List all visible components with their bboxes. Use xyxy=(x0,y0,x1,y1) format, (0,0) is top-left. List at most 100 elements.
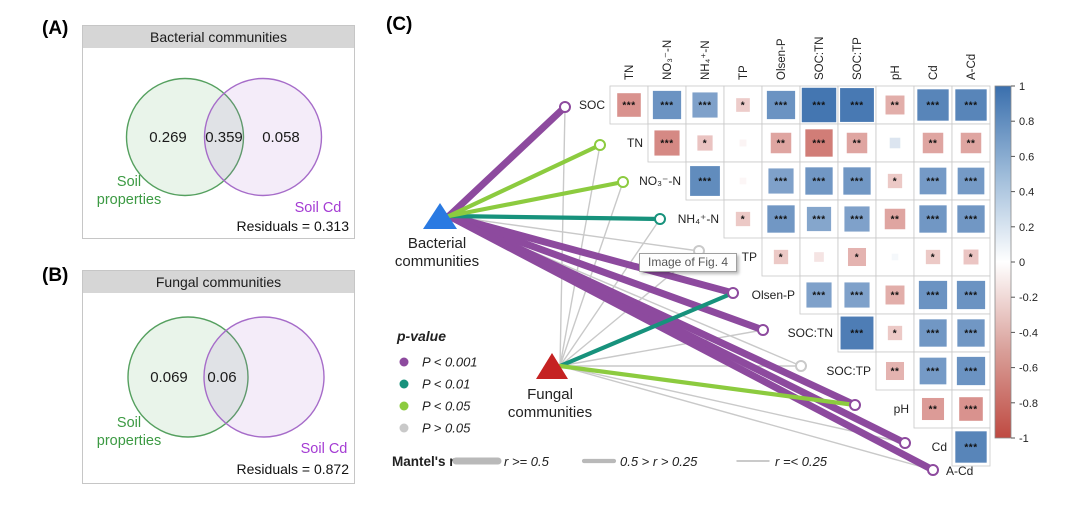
significance-stars: *** xyxy=(812,139,825,150)
heatmap-cell-value xyxy=(957,319,985,347)
significance-stars: *** xyxy=(964,329,977,340)
heatmap-cell-value xyxy=(806,206,832,232)
col-header: SOC:TN xyxy=(814,37,826,80)
mantel-heatmap-figure: *** *** *** * *** *** *** ** *** ****** * ** *** ** **… xyxy=(392,37,1038,478)
significance-stars: *** xyxy=(812,215,825,226)
significance-stars: ** xyxy=(891,101,900,112)
heatmap-cell-value xyxy=(690,166,720,196)
col-header: TN xyxy=(624,65,636,80)
variable-node xyxy=(727,287,739,299)
mantel-edge xyxy=(557,290,736,369)
mantel-legend-label: 0.5 > r > 0.25 xyxy=(620,454,698,469)
col-header: Cd xyxy=(928,65,940,80)
venn-circle-soil-cd xyxy=(203,77,323,197)
row-label: Olsen-P xyxy=(752,288,795,302)
significance-stars: *** xyxy=(660,101,673,112)
significance-stars: *** xyxy=(812,101,825,112)
heatmap-cell-value xyxy=(801,87,837,123)
heatmap-cell-value xyxy=(956,356,986,386)
mantel-edge xyxy=(448,215,700,252)
col-header: pH xyxy=(890,65,902,80)
venn-circle-soil-properties xyxy=(125,77,245,197)
significance-stars: ** xyxy=(891,367,900,378)
significance-stars: *** xyxy=(774,215,787,226)
soil-cd-label: Soil Cd xyxy=(301,441,348,457)
significance-stars: *** xyxy=(850,329,863,340)
heatmap-cell-value xyxy=(955,89,987,121)
significance-stars: * xyxy=(893,177,897,188)
row-label: SOC:TP xyxy=(826,364,871,378)
colorbar-tick-label: -0.2 xyxy=(1019,292,1038,304)
significance-stars: *** xyxy=(850,177,863,188)
significance-stars: * xyxy=(855,253,859,264)
significance-stars: ** xyxy=(777,139,786,150)
mantel-edge xyxy=(446,213,663,222)
significance-stars: *** xyxy=(926,101,939,112)
heatmap-cell-value xyxy=(840,88,874,122)
heatmap-cell-value xyxy=(919,357,947,385)
colorbar-tick-label: 0.6 xyxy=(1019,151,1034,163)
heatmap-cell-value xyxy=(773,249,789,265)
variable-node xyxy=(795,360,807,372)
panel-b-title: Fungal communities xyxy=(83,271,354,293)
significance-stars: *** xyxy=(774,177,787,188)
significance-stars: *** xyxy=(964,291,977,302)
mantel-edge xyxy=(559,106,566,367)
heatmap-cell-value xyxy=(805,129,833,157)
heatmap-cell-value xyxy=(887,173,903,189)
colorbar-tick-label: 0.4 xyxy=(1019,187,1034,199)
significance-stars: * xyxy=(703,139,707,150)
colorbar-tick-label: -0.8 xyxy=(1019,398,1038,410)
venn-overlap-value: 0.359 xyxy=(205,129,243,146)
venn-overlap-value: 0.06 xyxy=(207,369,236,386)
row-label: Cd xyxy=(932,440,947,454)
soil-properties-label: properties xyxy=(97,192,161,208)
heatmap-cell-value xyxy=(847,247,867,267)
significance-stars: *** xyxy=(926,215,939,226)
variable-node xyxy=(594,139,606,151)
heatmap-cell-value xyxy=(919,205,947,233)
row-label: pH xyxy=(894,402,909,416)
significance-stars: ** xyxy=(891,291,900,302)
heatmap-cell-value xyxy=(885,285,905,305)
heatmap-cell-value xyxy=(918,280,948,310)
soil-cd-label: Soil Cd xyxy=(295,200,342,216)
row-label: NH₄⁺-N xyxy=(678,212,719,226)
heatmap-cell-value xyxy=(767,205,795,233)
heatmap-cell-value xyxy=(806,282,832,308)
bacterial-label: Bacterial xyxy=(408,235,466,252)
col-header: Olsen-P xyxy=(776,38,788,80)
significance-stars: *** xyxy=(774,101,787,112)
heatmap-cell-value xyxy=(885,361,905,381)
panel-b-tag: (B) xyxy=(42,265,69,286)
significance-stars: ** xyxy=(967,139,976,150)
venn-left-value: 0.069 xyxy=(150,369,188,386)
heatmap-cell-value xyxy=(889,137,901,149)
heatmap-cell-value xyxy=(957,205,985,233)
mantel-edge xyxy=(445,103,569,220)
panel-b-box: Fungal communities 0.069 0.06 Soil prope… xyxy=(82,270,355,484)
significance-stars: *** xyxy=(698,177,711,188)
significance-stars: *** xyxy=(964,367,977,378)
significance-stars: ** xyxy=(929,405,938,416)
bacterial-label: communities xyxy=(395,253,479,270)
heatmap-cell-value xyxy=(922,132,944,154)
significance-stars: * xyxy=(893,329,897,340)
significance-stars: *** xyxy=(964,443,977,454)
heatmap-cell-value xyxy=(917,89,949,121)
heatmap-cell xyxy=(837,199,877,239)
mantel-edge xyxy=(446,179,626,219)
significance-stars: *** xyxy=(698,101,711,112)
fungal-label: communities xyxy=(508,404,592,421)
significance-stars: *** xyxy=(850,101,863,112)
heatmap-cell-value xyxy=(921,397,945,421)
significance-stars: *** xyxy=(964,215,977,226)
p-value-legend-label: P > 0.05 xyxy=(422,421,471,436)
soil-properties-label: properties xyxy=(97,433,161,449)
significance-stars: *** xyxy=(964,101,977,112)
heatmap-cell-value xyxy=(959,397,983,421)
mantel-legend-title: Mantel's r xyxy=(392,454,455,469)
significance-stars: * xyxy=(779,253,783,264)
mantel-edge xyxy=(557,363,858,408)
